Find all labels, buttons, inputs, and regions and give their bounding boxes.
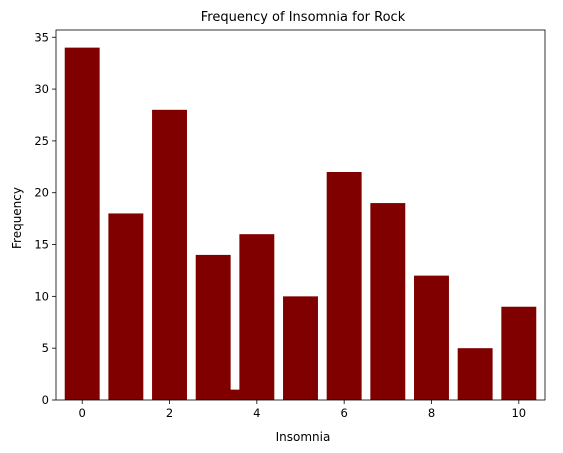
bar-11 [501, 306, 537, 400]
bar-6 [283, 296, 318, 400]
bar-9 [414, 275, 449, 400]
y-tick-label: 30 [34, 82, 49, 96]
y-tick-label: 25 [34, 134, 49, 148]
y-tick-label: 35 [34, 30, 49, 44]
y-tick-label: 15 [34, 238, 49, 252]
bar-0 [64, 47, 100, 400]
x-tick-label: 8 [428, 406, 435, 420]
bar-10 [457, 348, 493, 400]
bar-2 [152, 109, 187, 400]
y-tick-label: 5 [42, 341, 49, 355]
bar-7 [326, 171, 362, 400]
x-axis-label: Insomnia [276, 430, 331, 444]
y-axis-label: Frequency [10, 187, 24, 249]
x-tick-label: 4 [253, 406, 260, 420]
x-tick-label: 2 [166, 406, 173, 420]
bar-1 [108, 213, 144, 400]
x-axis-ticks: 0 2 4 6 8 10 [79, 400, 526, 420]
y-tick-label: 20 [34, 186, 49, 200]
x-tick-label: 6 [340, 406, 347, 420]
chart-title: Frequency of Insomnia for Rock [201, 10, 406, 25]
y-axis-ticks: 0 5 10 15 20 25 30 35 [34, 30, 56, 407]
bar-5 [239, 234, 275, 400]
plot-frame [55, 29, 546, 401]
x-tick-label: 10 [511, 406, 526, 420]
bar-3 [195, 254, 231, 400]
bar-4 [217, 389, 253, 400]
y-tick-label: 10 [34, 289, 49, 303]
y-tick-label: 0 [42, 393, 49, 407]
bars-group [64, 47, 537, 400]
x-tick-label: 0 [79, 406, 86, 420]
bar-8 [370, 203, 406, 400]
